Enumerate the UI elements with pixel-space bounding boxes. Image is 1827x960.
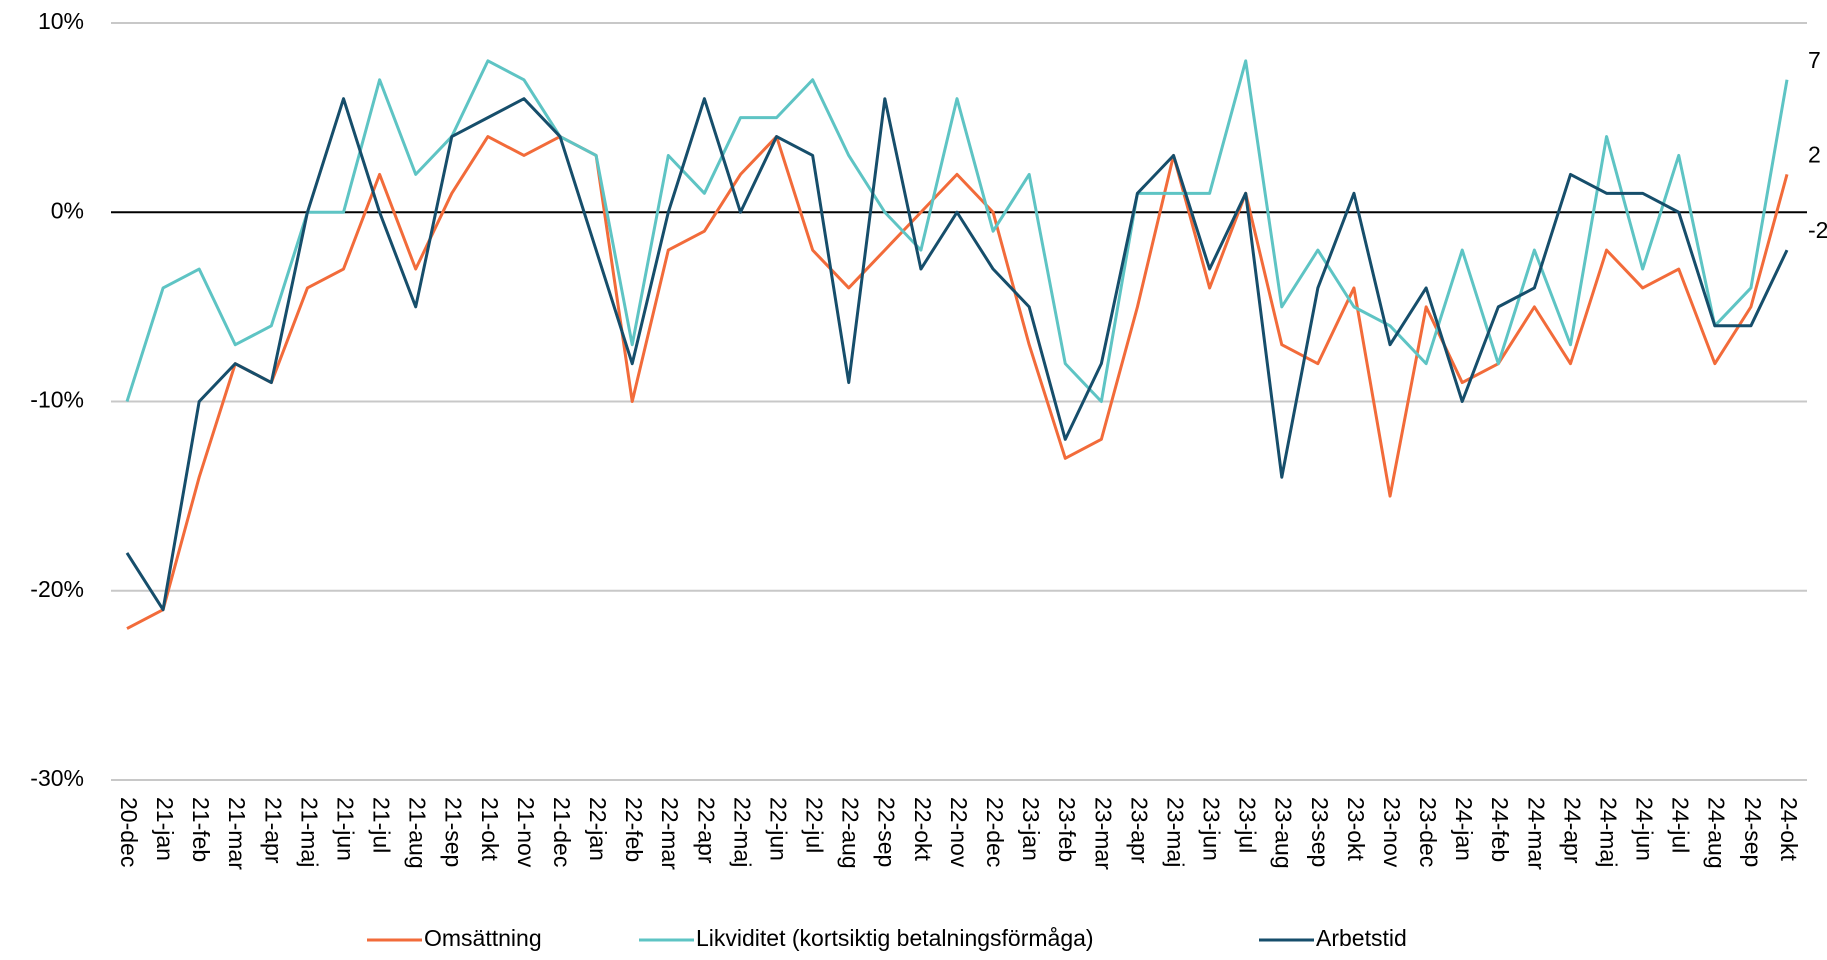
- line-series: [125, 59, 1789, 403]
- x-tick-label: 21-maj: [296, 797, 322, 867]
- x-tick-label: 20-dec: [116, 797, 142, 867]
- x-tick-label: 21-sep: [441, 797, 467, 867]
- x-tick-label: 24-okt: [1776, 797, 1802, 862]
- x-tick-label: 21-okt: [477, 797, 503, 862]
- x-tick-label: 23-dec: [1415, 797, 1441, 867]
- x-tick-label: 22-jun: [765, 797, 791, 861]
- legend-label: Omsättning: [424, 925, 542, 951]
- x-tick-label: 22-aug: [838, 797, 864, 869]
- y-tick-label: -30%: [30, 765, 84, 791]
- y-tick-label: 10%: [38, 8, 84, 34]
- data-label: -2: [1808, 217, 1827, 243]
- x-tick-label: 24-jun: [1632, 797, 1658, 861]
- x-tick-label: 24-maj: [1595, 797, 1621, 867]
- x-tick-label: 24-jan: [1451, 797, 1477, 861]
- data-label: 2: [1808, 141, 1821, 167]
- x-tick-label: 23-feb: [1054, 797, 1080, 862]
- x-tick-label: 21-nov: [513, 797, 539, 868]
- x-tick-label: 24-mar: [1523, 797, 1549, 870]
- x-tick-label: 22-sep: [874, 797, 900, 867]
- x-tick-label: 24-apr: [1559, 797, 1585, 864]
- x-tick-label: 22-jan: [585, 797, 611, 861]
- line-series: [125, 97, 1789, 612]
- x-tick-label: 21-dec: [549, 797, 575, 867]
- x-tick-label: 22-dec: [982, 797, 1008, 867]
- x-tick-label: 24-jul: [1668, 797, 1694, 853]
- x-tick-label: 23-mar: [1090, 797, 1116, 870]
- x-tick-label: 24-sep: [1740, 797, 1766, 867]
- x-tick-label: 21-aug: [405, 797, 431, 869]
- x-tick-label: 23-jan: [1018, 797, 1044, 861]
- x-tick-label: 22-mar: [657, 797, 683, 870]
- x-tick-label: 23-jun: [1199, 797, 1225, 861]
- x-tick-label: 23-apr: [1126, 797, 1152, 864]
- x-tick-label: 24-aug: [1704, 797, 1730, 869]
- data-label: 7: [1808, 47, 1821, 73]
- x-tick-label: 22-apr: [693, 797, 719, 864]
- legend-label: Likviditet (kortsiktig betalningsförmåga…: [696, 925, 1094, 951]
- x-tick-label: 23-sep: [1307, 797, 1333, 867]
- line-series: [126, 135, 1789, 630]
- x-tick-label: 22-jul: [802, 797, 828, 853]
- x-tick-label: 23-aug: [1271, 797, 1297, 869]
- y-tick-label: -20%: [30, 576, 84, 602]
- legend-label: Arbetstid: [1316, 925, 1407, 951]
- x-tick-label: 22-nov: [946, 797, 972, 868]
- x-tick-label: 22-okt: [910, 797, 936, 862]
- y-tick-label: -10%: [30, 387, 84, 413]
- x-tick-label: 24-feb: [1487, 797, 1513, 862]
- x-tick-label: 21-jun: [332, 797, 358, 861]
- x-tick-label: 21-apr: [260, 797, 286, 864]
- x-tick-label: 21-feb: [188, 797, 214, 862]
- x-tick-label: 21-mar: [224, 797, 250, 870]
- x-tick-label: 22-feb: [621, 797, 647, 862]
- x-tick-label: 22-maj: [729, 797, 755, 867]
- y-tick-label: 0%: [51, 197, 84, 223]
- x-tick-label: 21-jul: [369, 797, 395, 853]
- x-tick-label: 21-jan: [152, 797, 178, 861]
- x-tick-label: 23-okt: [1343, 797, 1369, 862]
- x-tick-label: 23-maj: [1162, 797, 1188, 867]
- x-tick-label: 23-jul: [1235, 797, 1261, 853]
- x-tick-label: 23-nov: [1379, 797, 1405, 868]
